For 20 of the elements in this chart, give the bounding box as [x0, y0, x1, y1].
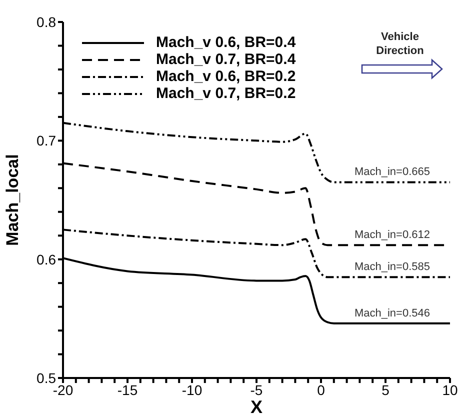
x-tick-label: 0: [317, 382, 326, 398]
annotation: Mach_in=0.585: [354, 261, 430, 274]
annotation: Mach_in=0.665: [354, 166, 430, 178]
y-tick-label: 0.8: [36, 14, 56, 30]
x-tick-label: -10: [182, 382, 202, 398]
legend-label: Mach_v 0.6, BR=0.2: [156, 68, 296, 85]
x-tick-label: -15: [117, 382, 138, 398]
x-axis-title: X: [250, 397, 263, 416]
x-tick-label: 5: [382, 382, 390, 398]
legend-label: Mach_v 0.7, BR=0.4: [156, 51, 296, 68]
y-tick-label: 0.7: [36, 132, 56, 149]
y-tick-label: 0.6: [36, 251, 56, 268]
annotation: Mach_in=0.546: [354, 307, 430, 320]
y-axis-title: Mach_local: [3, 154, 22, 246]
x-tick-label: 10: [442, 382, 458, 398]
annotation: Vehicle Direction: [376, 31, 424, 57]
x-tick-label: -5: [250, 382, 263, 398]
annotation: Mach_in=0.612: [354, 229, 430, 242]
legend-label: Mach_v 0.6, BR=0.4: [156, 34, 296, 51]
legend-label: Mach_v 0.7, BR=0.2: [156, 85, 296, 102]
